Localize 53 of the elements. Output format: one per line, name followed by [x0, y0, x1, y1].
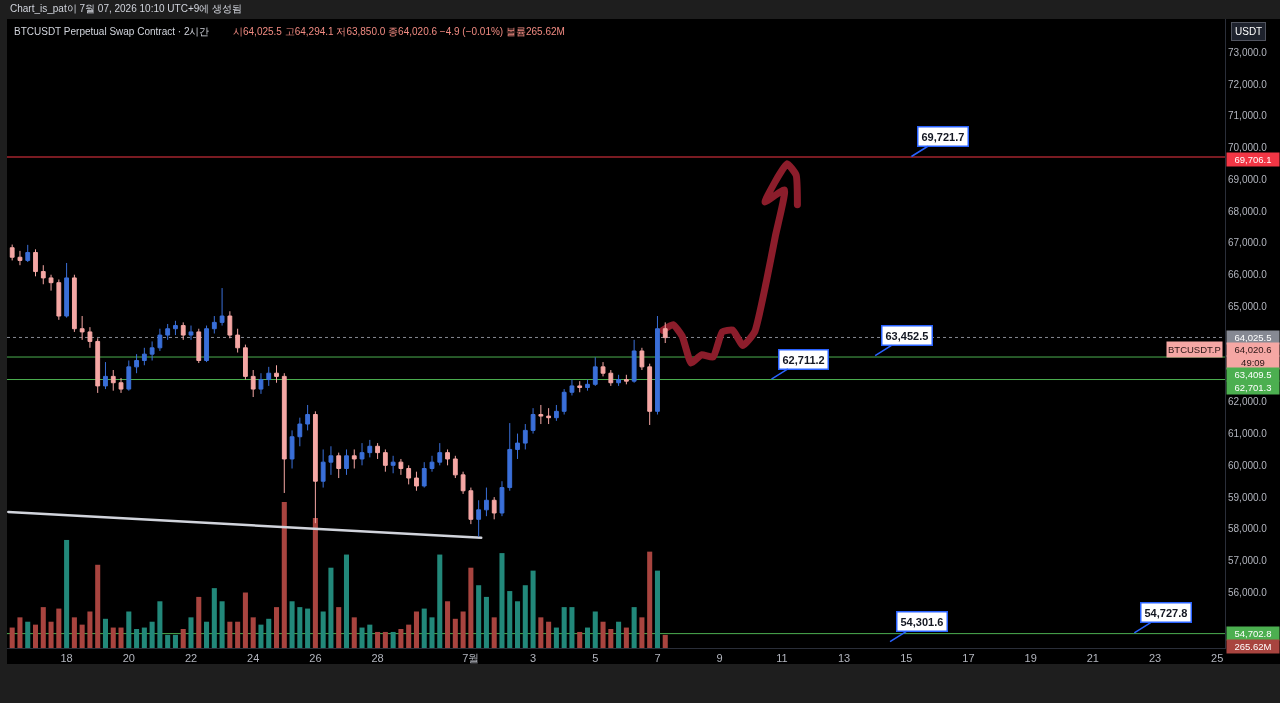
- y-tick-label: 59,000.0: [1228, 491, 1268, 503]
- x-tick-label: 3: [530, 652, 537, 665]
- y-tick-label: 56,000.0: [1228, 586, 1268, 598]
- y-tick-label: 68,000.0: [1228, 205, 1268, 217]
- text: 49:09: [1241, 356, 1265, 368]
- x-tick-label: 24: [247, 652, 260, 665]
- y-tick-label: 60,000.0: [1228, 459, 1268, 471]
- annotation: 54,301.6: [900, 615, 944, 628]
- x-tick-label: 5: [592, 652, 599, 665]
- x-tick-label: 20: [122, 652, 135, 665]
- x-tick-label: 17: [962, 652, 975, 665]
- x-tick-label: 21: [1086, 652, 1099, 665]
- y-tick-label: 65,000.0: [1228, 301, 1268, 312]
- y-tick-label: 69,000.0: [1228, 173, 1268, 185]
- ref-line-label: 64,025.5: [1234, 331, 1272, 343]
- text: 265.62M: [1234, 640, 1272, 652]
- x-tick-label: 7: [654, 652, 661, 665]
- annotation: 63,452.5: [885, 329, 929, 342]
- y-tick-label: 70,000.0: [1228, 142, 1268, 154]
- ref-line-label: 69,706.1: [1234, 153, 1272, 165]
- x-tick-label: 15: [900, 652, 913, 665]
- ref-line-label: 54,702.8: [1234, 627, 1272, 639]
- x-tick-label: 22: [184, 652, 198, 665]
- annotation: BTCUSDT.P: [1168, 343, 1221, 355]
- y-tick-label: 67,000.0: [1228, 237, 1268, 249]
- y-tick-label: 62,000.0: [1228, 396, 1268, 408]
- y-tick-label: 71,000.0: [1228, 110, 1268, 122]
- text: 시64,025.5 고64,294.1 저63,850.0 종64,020.6 −4.9 (−0.01%) 볼륨265.62M: [233, 26, 565, 37]
- ref-line-label: 63,409.5: [1234, 368, 1272, 380]
- x-tick-label: 28: [371, 652, 384, 665]
- text: BTCUSDT Perpetual Swap Contract · 2시간: [14, 26, 210, 37]
- y-tick-label: 72,000.0: [1228, 78, 1268, 90]
- text: 64,020.6: [1234, 343, 1272, 355]
- x-tick-label: 26: [309, 652, 322, 665]
- y-tick-label: 58,000.0: [1228, 523, 1268, 535]
- annotation: 62,711.2: [782, 353, 825, 366]
- y-tick-label: 66,000.0: [1228, 269, 1268, 281]
- x-tick-label: 25: [1211, 652, 1224, 665]
- x-tick-label: 7월: [462, 652, 480, 665]
- annotation: 54,727.8: [1144, 606, 1188, 619]
- x-tick-label: 13: [837, 652, 851, 665]
- x-tick-label: 19: [1024, 652, 1037, 665]
- annotation: 69,721.7: [921, 130, 965, 143]
- x-tick-label: 9: [716, 652, 723, 665]
- x-tick-label: 11: [776, 652, 788, 665]
- y-tick-label: 61,000.0: [1228, 428, 1268, 440]
- y-tick-label: 57,000.0: [1228, 555, 1268, 567]
- y-axis-title: USDT: [1235, 26, 1263, 37]
- ref-line-label: 62,701.3: [1234, 381, 1272, 393]
- x-tick-label: 23: [1148, 652, 1162, 665]
- y-tick-label: 73,000.0: [1228, 46, 1268, 58]
- text: Chart_is_pat이 7월 07, 2026 10:10 UTC+9에 생성됨: [10, 3, 243, 14]
- x-tick-label: 18: [60, 652, 73, 665]
